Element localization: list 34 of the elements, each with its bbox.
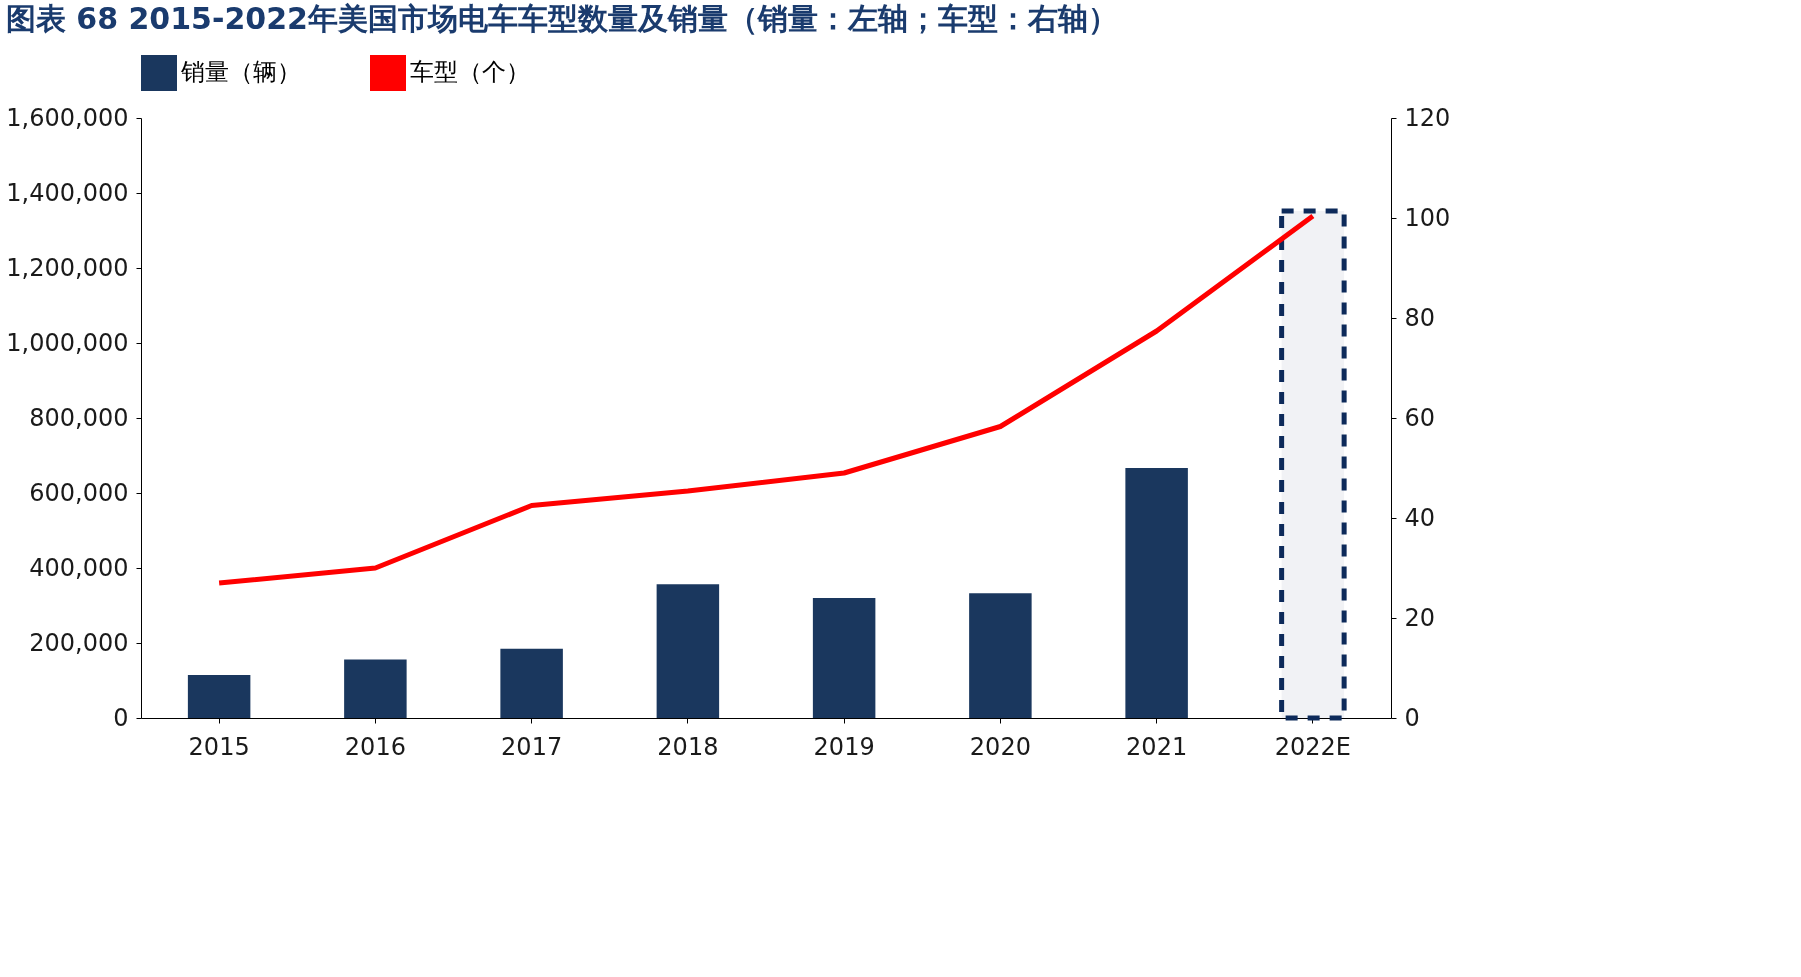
y2-tick-label: 60 <box>1404 403 1436 432</box>
y-tick-label: 1,400,000 <box>6 178 129 207</box>
bar <box>969 593 1032 718</box>
x-tick-label: 2022E <box>1274 732 1351 761</box>
y2-tick-label: 80 <box>1404 303 1436 332</box>
bar <box>656 584 720 718</box>
y-tick-label: 1,600,000 <box>6 103 129 132</box>
bar <box>187 674 251 718</box>
x-tick-label: 2016 <box>344 732 406 761</box>
chart-title: 图表 68 2015-2022年美国市场电车车型数量及销量（销量：左轴；车型：右轴） <box>5 1 1118 36</box>
y-tick-label: 800,000 <box>29 403 129 432</box>
y2-tick-label: 0 <box>1404 703 1420 732</box>
y-tick-label: 600,000 <box>29 478 129 507</box>
bar <box>344 659 407 718</box>
x-tick-label: 2019 <box>813 732 875 761</box>
y2-tick-label: 120 <box>1404 103 1451 132</box>
x-tick-label: 2015 <box>188 732 250 761</box>
legend-label: 销量（辆） <box>180 58 301 86</box>
x-tick-label: 2018 <box>657 732 719 761</box>
y-tick-label: 200,000 <box>29 628 129 657</box>
y-tick-label: 1,200,000 <box>6 253 129 282</box>
bar <box>500 648 563 718</box>
x-tick-label: 2020 <box>969 732 1031 761</box>
bar <box>812 598 876 718</box>
y2-tick-label: 100 <box>1404 203 1451 232</box>
y2-tick-label: 20 <box>1404 603 1436 632</box>
x-tick-label: 2017 <box>501 732 563 761</box>
y-tick-label: 1,000,000 <box>6 328 129 357</box>
x-tick-label: 2021 <box>1126 732 1188 761</box>
legend-label: 车型（个） <box>410 58 530 86</box>
y2-tick-label: 40 <box>1404 503 1436 532</box>
y-tick-label: 0 <box>113 703 129 732</box>
y-tick-label: 400,000 <box>29 553 129 582</box>
bar <box>1125 467 1188 718</box>
